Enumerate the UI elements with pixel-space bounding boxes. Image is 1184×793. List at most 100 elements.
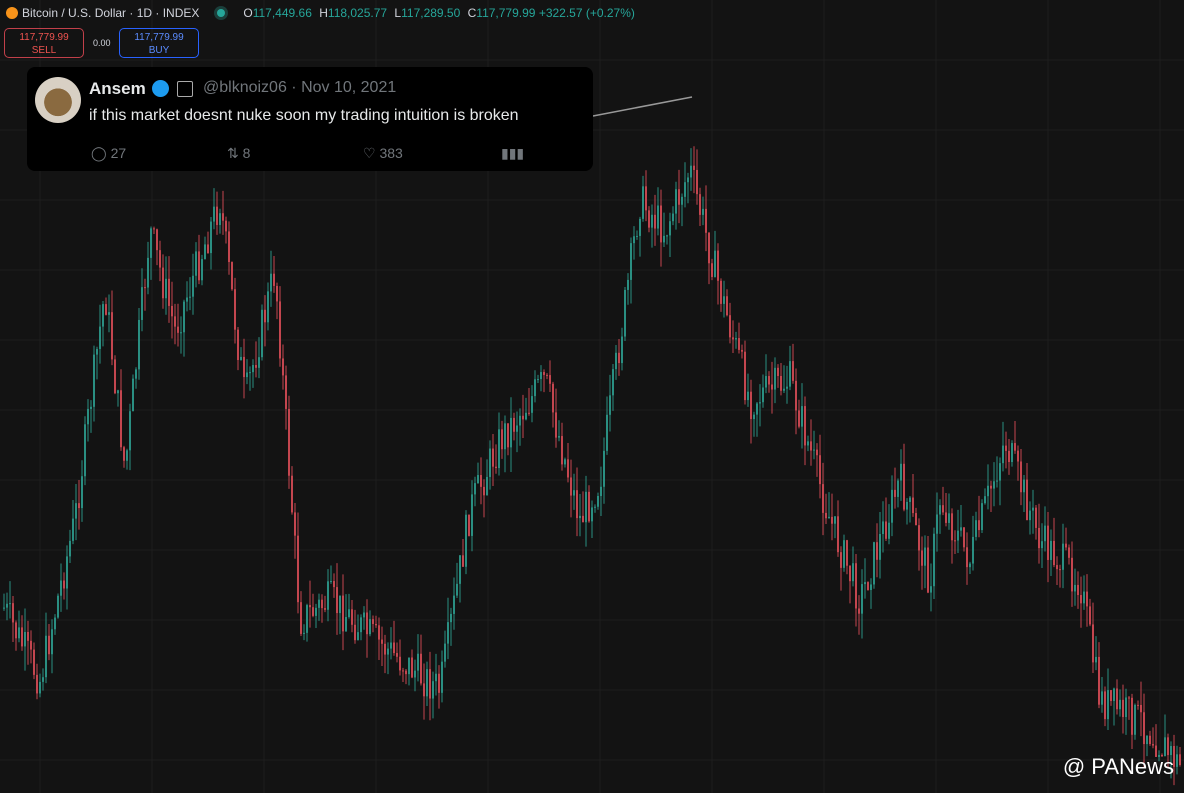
candle — [885, 521, 887, 539]
candle — [528, 412, 530, 414]
candle — [192, 275, 194, 297]
candle — [186, 297, 188, 302]
close-label: C — [467, 6, 477, 20]
candle — [1104, 691, 1106, 720]
candle — [366, 612, 368, 635]
candle — [66, 556, 68, 589]
candle — [1176, 754, 1178, 767]
candle — [1152, 744, 1154, 746]
candle — [297, 535, 299, 603]
symbol-header: Bitcoin / U.S. Dollar · 1D · INDEX O117,4… — [6, 6, 635, 20]
candle — [1101, 691, 1103, 705]
candle — [939, 505, 941, 515]
candle — [564, 459, 566, 465]
candle — [1047, 525, 1049, 560]
candle — [834, 516, 836, 524]
candle — [741, 349, 743, 352]
candle — [951, 513, 953, 541]
candle — [825, 512, 827, 519]
candle — [903, 463, 905, 510]
candle — [597, 495, 599, 507]
candle — [1023, 479, 1025, 493]
candle — [909, 497, 911, 502]
candle — [468, 514, 470, 536]
candle — [648, 210, 650, 228]
candle — [897, 480, 899, 497]
candle — [9, 603, 11, 605]
candle — [492, 448, 494, 467]
candle — [672, 213, 674, 222]
candle — [861, 584, 863, 614]
candle — [36, 674, 38, 694]
candle — [387, 648, 389, 655]
candle — [312, 607, 314, 616]
candle — [456, 583, 458, 596]
candle — [81, 476, 83, 509]
like-action[interactable]: ♡ 383 — [363, 145, 403, 161]
avatar — [35, 77, 81, 123]
candle — [582, 515, 584, 523]
candle — [33, 649, 35, 675]
candle — [543, 372, 545, 375]
candle — [480, 475, 482, 487]
candle — [681, 196, 683, 205]
high-label: H — [319, 6, 328, 20]
candle — [381, 639, 383, 644]
candle — [696, 169, 698, 195]
candle — [1167, 737, 1169, 756]
buy-price: 117,779.99 — [134, 32, 184, 43]
candle — [285, 375, 287, 409]
candle — [585, 491, 587, 523]
candle — [1017, 450, 1019, 462]
close-value: 117,779.99 — [476, 6, 536, 20]
candle — [1032, 507, 1034, 511]
candle — [435, 673, 437, 682]
btc-icon — [6, 7, 18, 19]
sell-button[interactable]: 117,779.99 SELL — [4, 28, 84, 58]
candle — [1035, 507, 1037, 528]
candle — [1098, 656, 1100, 705]
candle — [522, 415, 524, 420]
candle — [1140, 704, 1142, 713]
candle — [900, 463, 902, 481]
candle — [663, 235, 665, 243]
candle — [654, 214, 656, 229]
candle — [996, 480, 998, 482]
candle — [567, 459, 569, 478]
candle — [810, 441, 812, 451]
candle — [453, 595, 455, 614]
retweet-action[interactable]: ⇅ 8 — [227, 145, 251, 161]
candle — [924, 547, 926, 566]
candle — [963, 527, 965, 548]
candle — [1065, 543, 1067, 548]
candle — [240, 356, 242, 361]
candle — [699, 194, 701, 215]
views-action[interactable]: ▮▮▮ — [501, 145, 525, 161]
candle — [945, 512, 947, 523]
candle — [549, 375, 551, 384]
candle — [201, 259, 203, 281]
candle — [270, 273, 272, 292]
candle — [474, 483, 476, 495]
candle — [726, 296, 728, 316]
candle — [249, 372, 251, 374]
candle — [108, 312, 110, 315]
reply-action[interactable]: ◯ 27 — [91, 145, 127, 161]
open-value: 117,449.66 — [252, 6, 312, 20]
buy-button[interactable]: 117,779.99 BUY — [119, 28, 199, 58]
candle — [384, 643, 386, 655]
candle — [555, 412, 557, 438]
candle — [375, 623, 377, 626]
candle — [525, 412, 527, 420]
candle — [669, 221, 671, 236]
candle — [12, 603, 14, 623]
candle — [1053, 540, 1055, 566]
candle — [651, 214, 653, 228]
candle — [789, 361, 791, 387]
candle — [1113, 688, 1115, 702]
likes: 383 — [379, 145, 403, 161]
candle — [114, 359, 116, 394]
candle — [546, 374, 548, 376]
candle — [978, 520, 980, 531]
candle — [798, 410, 800, 427]
